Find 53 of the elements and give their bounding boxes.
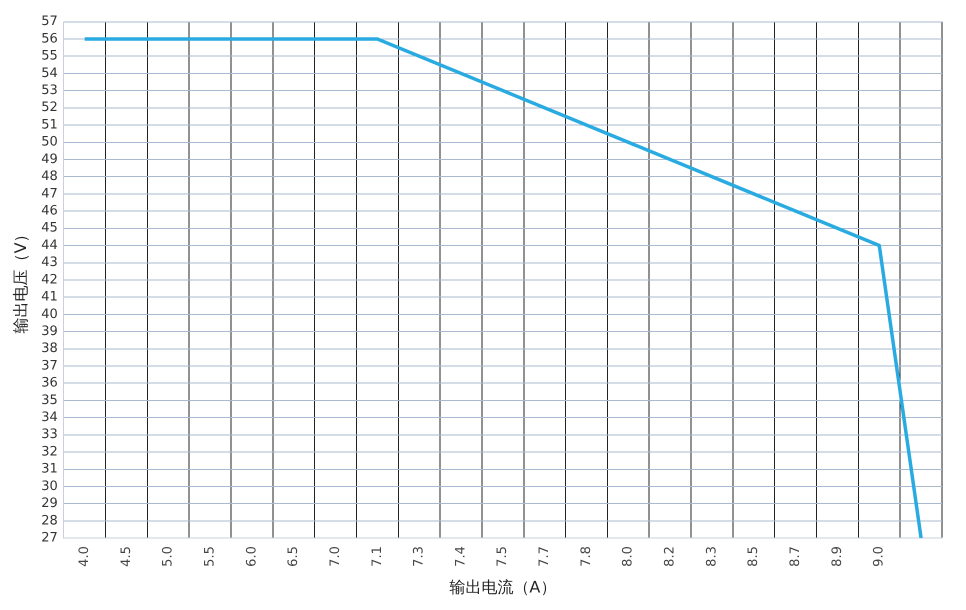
x-tick-label: 7.1 [370, 546, 385, 567]
y-tick-label: 40 [41, 306, 58, 322]
x-tick-label: 8.7 [788, 546, 803, 567]
x-tick-label: 7.8 [578, 546, 594, 567]
x-tick-label: 8.5 [746, 546, 762, 567]
y-tick-label: 34 [41, 410, 58, 426]
x-tick-label: 8.3 [704, 546, 720, 567]
y-tick-label: 54 [41, 66, 58, 81]
y-tick-label: 29 [41, 496, 58, 512]
y-tick-label: 56 [41, 31, 58, 46]
x-tick-label: 7.4 [453, 546, 468, 567]
y-tick-label: 45 [41, 220, 58, 236]
y-tick-label: 27 [41, 530, 58, 546]
x-tick-label: 5.0 [160, 546, 176, 567]
y-tick-label: 49 [41, 152, 58, 167]
x-tick-label: 9.0 [872, 546, 887, 567]
y-tick-label: 37 [41, 358, 58, 374]
x-tick-label: 5.5 [202, 546, 218, 567]
y-tick-label: 48 [41, 169, 58, 184]
x-tick-label: 4.0 [77, 546, 92, 567]
y-tick-label: 30 [41, 478, 58, 494]
x-tick-label: 8.9 [830, 546, 845, 567]
y-tick-label: 39 [41, 324, 58, 339]
x-tick-label: 6.0 [244, 546, 260, 567]
y-tick-label: 57 [41, 14, 58, 30]
y-tick-label: 38 [41, 341, 58, 356]
x-tick-label: 8.2 [662, 546, 678, 567]
x-tick-label: 7.3 [412, 546, 427, 567]
y-tick-label: 28 [41, 513, 58, 528]
y-tick-label: 46 [41, 203, 58, 218]
y-tick-label: 52 [41, 100, 58, 116]
y-tick-label: 43 [41, 255, 58, 270]
x-tick-label: 4.5 [118, 546, 134, 567]
y-tick-label: 42 [41, 272, 58, 288]
y-tick-label: 44 [41, 238, 58, 253]
y-tick-label: 41 [41, 290, 58, 305]
y-tick-label: 33 [41, 427, 58, 442]
y-tick-label: 51 [41, 117, 58, 132]
y-tick-label: 47 [41, 186, 58, 202]
y-tick-label: 36 [41, 376, 58, 391]
y-tick-label: 55 [41, 48, 58, 64]
x-tick-label: 7.7 [537, 546, 552, 567]
y-axis-title: 输出电压（V） [10, 226, 30, 334]
x-tick-label: 7.5 [495, 546, 510, 567]
y-tick-label: 53 [41, 83, 58, 98]
x-tick-label: 7.0 [328, 546, 343, 567]
y-tick-label: 35 [41, 392, 58, 408]
x-axis-title: 输出电流（A） [449, 578, 556, 597]
x-tick-label: 8.0 [620, 546, 636, 567]
x-tick-label: 6.5 [286, 546, 302, 567]
y-tick-label: 31 [41, 462, 58, 477]
y-tick-label: 50 [41, 134, 58, 150]
y-tick-label: 32 [41, 444, 58, 460]
